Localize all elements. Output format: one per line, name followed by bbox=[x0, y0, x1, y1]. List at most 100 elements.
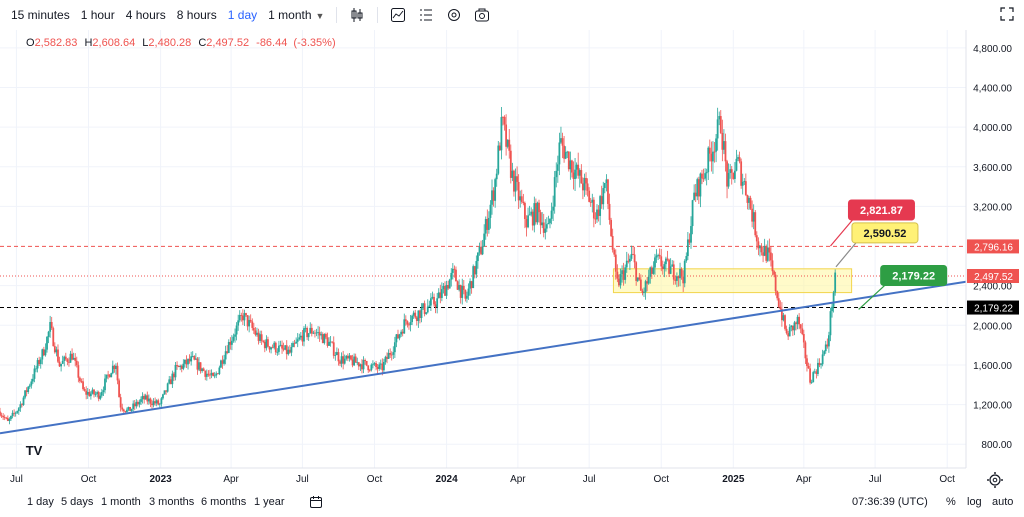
utc-clock[interactable]: 07:36:39 (UTC) bbox=[852, 496, 928, 508]
candle-body bbox=[489, 204, 492, 218]
candle-body bbox=[129, 406, 131, 412]
candle-body bbox=[93, 389, 95, 395]
candle-body bbox=[25, 390, 28, 392]
candle-body bbox=[588, 190, 591, 202]
candle-body bbox=[281, 344, 283, 349]
candle-body bbox=[202, 368, 205, 371]
timeframe-15-minutes[interactable]: 15 minutes bbox=[11, 8, 70, 22]
candle-body bbox=[375, 363, 377, 368]
candle-body bbox=[329, 341, 332, 343]
range-1-day[interactable]: 1 day bbox=[27, 496, 54, 508]
candle-body bbox=[520, 196, 523, 202]
candle-body bbox=[422, 303, 424, 309]
candle-body bbox=[539, 212, 542, 226]
camera-icon[interactable] bbox=[474, 7, 490, 23]
chart-settings-icon[interactable] bbox=[987, 472, 1003, 488]
candle-body bbox=[136, 401, 139, 405]
candle-body bbox=[704, 173, 707, 179]
candlestick-icon[interactable] bbox=[349, 7, 365, 23]
candle-body bbox=[2, 415, 5, 418]
candle-body bbox=[309, 327, 312, 334]
candle-body bbox=[831, 306, 833, 312]
timeframe-8-hours[interactable]: 8 hours bbox=[176, 8, 217, 22]
candle-body bbox=[784, 315, 786, 329]
ohlc-legend: O2,582.83 H2,608.64 L2,480.28 C2,497.52 … bbox=[26, 37, 336, 49]
candle-body bbox=[72, 357, 75, 360]
candle-body bbox=[712, 151, 714, 162]
range-1-year[interactable]: 1 year bbox=[254, 496, 285, 508]
candle-body bbox=[353, 356, 356, 366]
candle-body bbox=[288, 349, 291, 353]
time-tick-label: Oct bbox=[81, 474, 97, 485]
candle-body bbox=[356, 362, 359, 364]
timeframe-1-day[interactable]: 1 day bbox=[227, 8, 258, 22]
candle-body bbox=[669, 266, 672, 274]
indicators-icon[interactable] bbox=[390, 7, 406, 23]
candle-body bbox=[821, 354, 824, 365]
candle-body bbox=[235, 325, 238, 335]
candle-body bbox=[420, 308, 423, 318]
candle-body bbox=[237, 320, 240, 326]
ohlc-low-label: L bbox=[142, 37, 148, 49]
candle-body bbox=[787, 333, 790, 337]
candle-body bbox=[569, 160, 572, 170]
ohlc-close: 2,497.52 bbox=[206, 37, 249, 49]
log-toggle[interactable]: log bbox=[967, 496, 982, 508]
compare-icon[interactable] bbox=[418, 7, 434, 23]
candle-body bbox=[259, 334, 262, 341]
candle-body bbox=[693, 192, 696, 201]
candle-body bbox=[256, 332, 258, 335]
candle-body bbox=[473, 266, 476, 275]
candle-body bbox=[541, 222, 544, 226]
ohlc-high-label: H bbox=[84, 37, 92, 49]
candle-body bbox=[97, 392, 100, 399]
candle-body bbox=[737, 157, 739, 159]
candle-body bbox=[210, 372, 213, 376]
candle-body bbox=[205, 373, 208, 377]
candle-body bbox=[32, 378, 34, 382]
candle-body bbox=[326, 337, 329, 346]
fullscreen-icon[interactable] bbox=[1000, 7, 1014, 21]
range-3-months[interactable]: 3 months bbox=[149, 496, 195, 508]
candle-body bbox=[221, 360, 224, 364]
candle-body bbox=[111, 365, 114, 374]
range-6-months[interactable]: 6 months bbox=[201, 496, 247, 508]
calendar-icon[interactable] bbox=[309, 495, 323, 509]
timeframe-1-month[interactable]: 1 month ▼ bbox=[268, 8, 324, 22]
timeframe-4-hours[interactable]: 4 hours bbox=[125, 8, 166, 22]
candle-body bbox=[11, 412, 14, 416]
candle-body bbox=[270, 347, 272, 350]
timeframe-1-month-label: 1 month bbox=[268, 8, 312, 22]
toolbar-divider bbox=[377, 7, 379, 23]
candle-body bbox=[650, 267, 653, 274]
candle-body bbox=[116, 365, 119, 381]
candle-body bbox=[151, 403, 153, 406]
candle-body bbox=[263, 341, 266, 349]
candle-body bbox=[267, 339, 269, 347]
candle-body bbox=[46, 336, 48, 350]
candle-body bbox=[257, 332, 260, 341]
candle-body bbox=[419, 310, 421, 318]
price-chart[interactable]: 2,821.87 2,590.52 2,179.22 4,800.00 4,400.0… bbox=[0, 30, 1024, 490]
candle-body bbox=[724, 141, 727, 162]
candle-body bbox=[425, 312, 428, 314]
candle-body bbox=[306, 327, 309, 338]
settings-icon[interactable] bbox=[446, 7, 462, 23]
candle-body bbox=[254, 330, 257, 335]
ohlc-close-label: C bbox=[198, 37, 206, 49]
range-1-month[interactable]: 1 month bbox=[101, 496, 141, 508]
candle-body bbox=[751, 208, 754, 222]
candle-body bbox=[618, 278, 620, 286]
candle-body bbox=[335, 352, 338, 356]
range-5-days[interactable]: 5 days bbox=[61, 496, 94, 508]
timeframe-1-hour[interactable]: 1 hour bbox=[80, 8, 115, 22]
candle-body bbox=[715, 138, 717, 152]
auto-toggle[interactable]: auto bbox=[992, 496, 1014, 508]
candle-body bbox=[516, 176, 518, 182]
candle-body bbox=[544, 228, 547, 233]
candle-body bbox=[143, 395, 146, 400]
candle-body bbox=[351, 359, 354, 366]
candle-body bbox=[144, 395, 147, 400]
percent-toggle[interactable]: % bbox=[946, 496, 956, 508]
candle-body bbox=[115, 365, 117, 370]
